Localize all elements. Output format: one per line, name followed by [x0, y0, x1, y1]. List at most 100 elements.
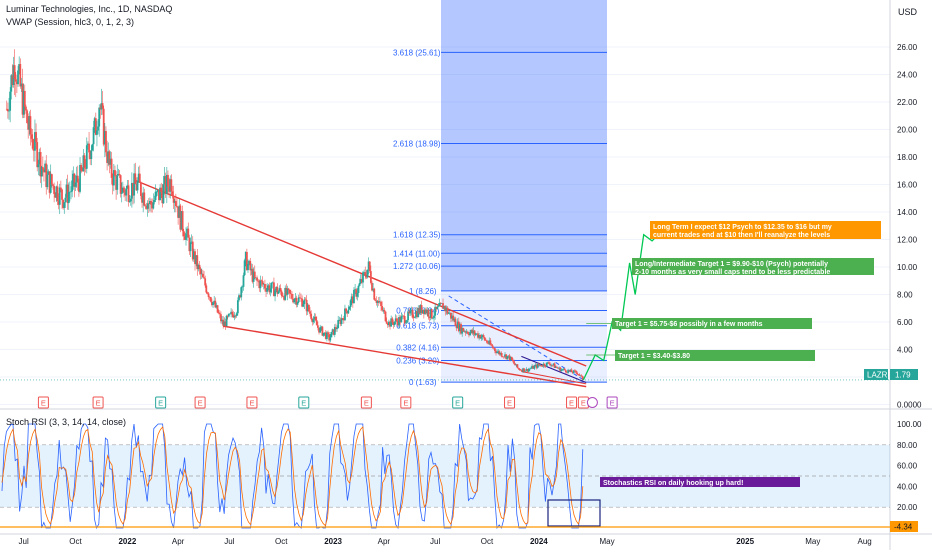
candle-body: [570, 369, 573, 373]
candle-body: [302, 304, 305, 307]
candle-body: [397, 321, 399, 326]
candle-body: [80, 164, 83, 171]
candle-body: [227, 313, 230, 317]
candle-body: [512, 359, 514, 362]
candle-body: [94, 118, 97, 135]
fib-level-label: 1 (8.26): [409, 287, 437, 296]
candle-body: [172, 195, 175, 203]
candle-body: [554, 366, 557, 368]
candle-body: [571, 372, 574, 373]
candle-body: [130, 182, 133, 199]
candle-body: [232, 314, 235, 318]
candle-body: [103, 131, 106, 145]
candle-body: [420, 305, 423, 314]
price-tick-label: 20.00: [897, 126, 918, 135]
candle-body: [572, 370, 575, 373]
candle-body: [241, 286, 244, 288]
candle-body: [337, 320, 340, 329]
candle-body: [205, 285, 208, 293]
candle-body: [461, 328, 464, 334]
candle-body: [28, 116, 31, 130]
candle-body: [233, 315, 236, 318]
candle-body: [109, 158, 112, 165]
candle-body: [211, 301, 213, 306]
candle-body: [177, 206, 180, 218]
price-tick-label: 14.00: [897, 208, 918, 217]
earnings-marker-label: E: [96, 399, 101, 408]
candle-body: [448, 312, 451, 314]
target-label: Target 1 = $5.75-$6 possibly in a few mo…: [615, 321, 763, 328]
candle-body: [316, 325, 319, 328]
candle-body: [542, 363, 545, 367]
earnings-marker: [400, 396, 412, 409]
candle-body: [251, 268, 254, 282]
candle-body: [229, 313, 231, 315]
candle-body: [121, 187, 124, 193]
candle-body: [380, 301, 382, 307]
candle-body: [57, 200, 60, 205]
candle-body: [514, 363, 517, 366]
candle-body: [456, 321, 459, 329]
candle-body: [482, 335, 485, 338]
candle-body: [342, 318, 345, 321]
earnings-marker-label: E: [41, 399, 46, 408]
candle-body: [537, 364, 540, 366]
time-tick-label: Apr: [172, 537, 185, 546]
candle-body: [18, 64, 21, 71]
candle-body: [475, 333, 478, 335]
candle-body: [249, 260, 252, 271]
candle-body: [186, 228, 189, 234]
candle-body: [267, 285, 270, 288]
candle-body: [43, 169, 45, 173]
candle-body: [462, 328, 465, 332]
candle-body: [107, 151, 110, 163]
candle-body: [562, 368, 565, 370]
candle-body: [82, 155, 85, 172]
candle-body: [383, 310, 386, 312]
candle-body: [491, 345, 494, 348]
candle-body: [567, 370, 570, 373]
candle-body: [411, 310, 414, 318]
rsi-tick-label: 60.00: [897, 462, 918, 471]
candle-body: [287, 288, 290, 290]
candle-body: [132, 182, 134, 196]
earnings-marker-label: E: [507, 399, 512, 408]
candle-body: [506, 356, 509, 359]
candle-body: [47, 171, 50, 175]
candle-body: [260, 280, 263, 282]
candle-body: [258, 281, 261, 289]
candle-body: [360, 279, 363, 283]
earnings-marker-label: E: [569, 399, 574, 408]
candle-body: [362, 272, 364, 283]
candle-body: [31, 138, 34, 149]
candle-body: [312, 319, 315, 323]
candle-body: [284, 287, 287, 300]
candle-body: [52, 184, 54, 186]
earnings-marker: [606, 396, 618, 409]
candle-body: [174, 201, 177, 207]
candle-body: [531, 365, 533, 369]
target-label: Long Term I expect $12 Psych to $12.35 t…: [653, 224, 832, 231]
candle-body: [333, 327, 336, 335]
candle-body: [53, 185, 56, 194]
candle-body: [298, 297, 301, 299]
candle-body: [90, 150, 93, 160]
candle-body: [418, 308, 421, 314]
price-tick-label: 22.00: [897, 98, 918, 107]
target-label: Long/Intermediate Target 1 = $9.90-$10 (…: [635, 261, 828, 268]
candle-body: [460, 324, 462, 334]
earnings-marker-label: E: [198, 399, 203, 408]
candle-body: [256, 277, 258, 281]
fib-level-label: 1.414 (11.00): [393, 249, 440, 258]
candle-body: [355, 289, 358, 297]
candle-body: [465, 331, 468, 333]
candle-body: [344, 308, 346, 321]
candle-body: [93, 118, 96, 128]
candle-body: [435, 306, 438, 310]
candle-body: [400, 316, 403, 323]
candle-body: [54, 193, 57, 198]
earnings-marker-label: E: [364, 399, 369, 408]
candle-body: [74, 182, 77, 187]
time-tick-label: Jul: [224, 537, 234, 546]
candle-body: [489, 340, 492, 345]
